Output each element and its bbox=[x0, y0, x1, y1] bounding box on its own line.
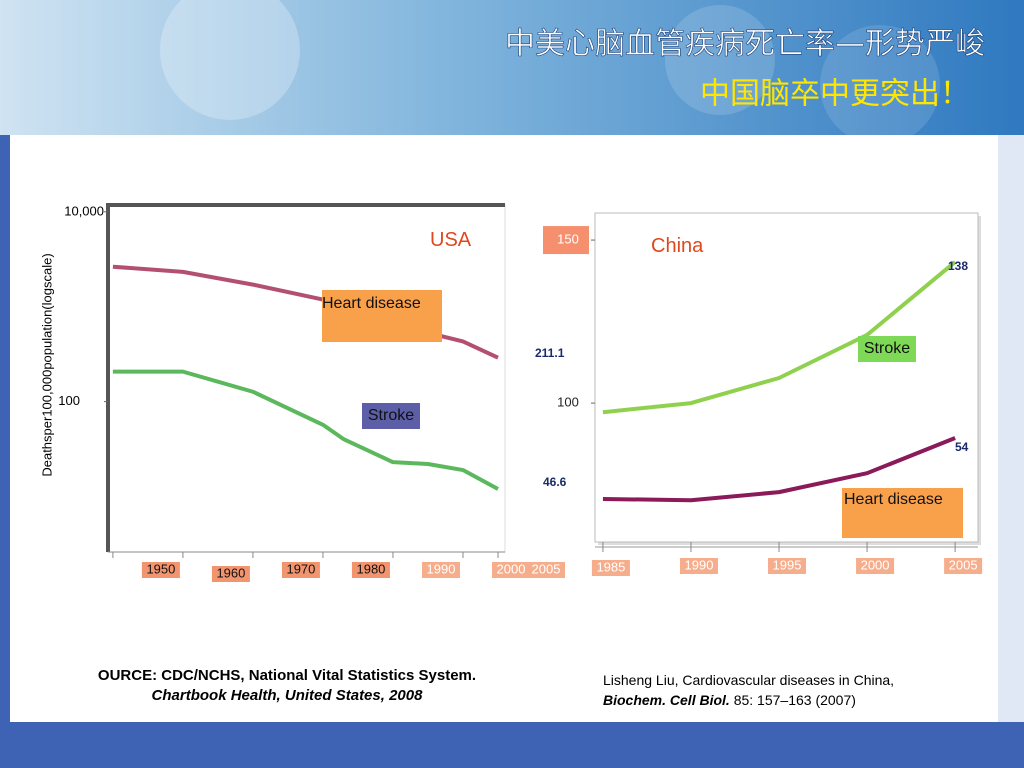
y-axis-label: Deathsper100,000population(logscale) bbox=[39, 253, 54, 476]
annotation: Stroke bbox=[362, 403, 420, 429]
series-line bbox=[602, 436, 956, 503]
annotation: Stroke bbox=[858, 336, 916, 362]
annotation: China bbox=[651, 235, 704, 257]
series-line bbox=[112, 369, 499, 491]
x-tick-label: 1970 bbox=[286, 561, 315, 576]
x-tick-label: 2005 bbox=[532, 561, 561, 576]
x-tick-box bbox=[856, 558, 895, 574]
annotation: 211.1 bbox=[535, 346, 565, 360]
x-tick-box bbox=[281, 562, 320, 578]
x-tick-box bbox=[768, 558, 807, 574]
source-italic: Biochem. Cell Biol. bbox=[603, 692, 730, 708]
bokeh bbox=[665, 5, 775, 115]
plot-area bbox=[107, 204, 506, 553]
bokeh bbox=[160, 0, 300, 120]
x-tick-box bbox=[944, 558, 983, 574]
bokeh bbox=[820, 25, 940, 145]
x-tick-label: 1980 bbox=[356, 561, 385, 576]
side-strip bbox=[998, 135, 1024, 722]
header bbox=[0, 0, 1024, 135]
annotation: USA bbox=[430, 229, 472, 251]
y-tick-label: 100 bbox=[557, 395, 579, 410]
x-tick-box bbox=[679, 558, 718, 574]
x-tick-box bbox=[211, 566, 250, 582]
x-tick-label: 1950 bbox=[146, 561, 175, 576]
source-text: Lisheng Liu, Cardiovascular diseases in … bbox=[603, 672, 895, 688]
y-tick-label: 100 bbox=[58, 393, 80, 408]
x-tick-box bbox=[141, 562, 180, 578]
x-tick-label: 1990 bbox=[685, 557, 714, 572]
annotation: 46.6 bbox=[543, 475, 567, 489]
x-tick-box bbox=[351, 562, 390, 578]
annotation: 138 bbox=[948, 259, 969, 273]
x-tick-label: 1985 bbox=[596, 559, 625, 574]
x-tick-label: 2005 bbox=[949, 557, 978, 572]
x-tick-box bbox=[421, 562, 460, 578]
source-text: 85: 157–163 (2007) bbox=[733, 692, 856, 708]
series-line bbox=[602, 260, 957, 415]
source-left: OURCE: CDC/NCHS, National Vital Statisti… bbox=[62, 666, 512, 706]
x-tick-label: 1990 bbox=[427, 561, 456, 576]
subtitle: 中国脑卒中更突出！ bbox=[700, 77, 970, 112]
source-text: OURCE: CDC/NCHS, National Vital Statisti… bbox=[97, 667, 477, 684]
x-tick-box bbox=[591, 560, 630, 576]
x-tick-box bbox=[491, 562, 530, 578]
source-right: Lisheng Liu, Cardiovascular diseases in … bbox=[603, 670, 983, 710]
y-tick-box bbox=[543, 226, 589, 255]
annotation: Heart disease bbox=[842, 488, 963, 538]
x-tick-label: 1960 bbox=[216, 565, 245, 580]
axis-frame bbox=[106, 203, 505, 552]
x-tick-label: 1995 bbox=[773, 557, 802, 572]
annotation: 54 bbox=[955, 440, 969, 454]
title: 中美心脑血管疾病死亡率—形势严峻 bbox=[505, 27, 985, 62]
y-tick-label: 10,000 bbox=[64, 203, 104, 218]
plot-area bbox=[594, 212, 979, 543]
source-italic: Chartbook Health, United States, 2008 bbox=[151, 687, 423, 704]
annotation: Heart disease bbox=[322, 290, 442, 342]
x-tick-label: 2000 bbox=[497, 561, 526, 576]
y-tick-label: 150 bbox=[557, 232, 579, 247]
x-tick-label: 2000 bbox=[861, 557, 890, 572]
x-tick-box bbox=[526, 562, 565, 578]
